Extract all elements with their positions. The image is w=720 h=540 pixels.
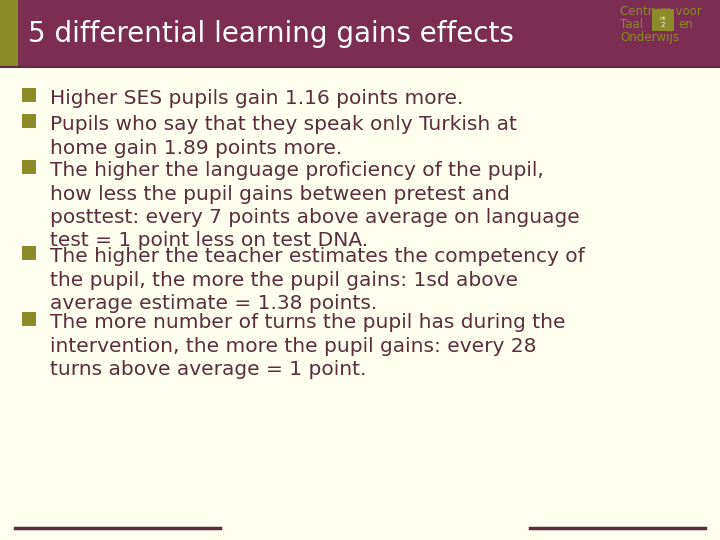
- Text: Onderwijs: Onderwijs: [620, 31, 679, 44]
- Text: The higher the teacher estimates the competency of
the pupil, the more the pupil: The higher the teacher estimates the com…: [50, 247, 585, 313]
- FancyBboxPatch shape: [22, 246, 36, 260]
- Text: The higher the language proficiency of the pupil,
how less the pupil gains betwe: The higher the language proficiency of t…: [50, 161, 580, 251]
- FancyBboxPatch shape: [0, 0, 18, 67]
- FancyBboxPatch shape: [652, 9, 674, 31]
- Text: 5 differential learning gains effects: 5 differential learning gains effects: [28, 19, 514, 48]
- Text: Pupils who say that they speak only Turkish at
home gain 1.89 points more.: Pupils who say that they speak only Turk…: [50, 115, 517, 158]
- Text: 2: 2: [661, 22, 665, 28]
- FancyBboxPatch shape: [0, 0, 720, 67]
- Text: nt: nt: [660, 17, 666, 22]
- Text: Taal: Taal: [620, 18, 643, 31]
- FancyBboxPatch shape: [22, 88, 36, 102]
- FancyBboxPatch shape: [22, 114, 36, 128]
- Text: Centrum voor: Centrum voor: [620, 5, 702, 18]
- FancyBboxPatch shape: [22, 312, 36, 326]
- FancyBboxPatch shape: [22, 160, 36, 174]
- Text: Higher SES pupils gain 1.16 points more.: Higher SES pupils gain 1.16 points more.: [50, 89, 464, 108]
- Text: The more number of turns the pupil has during the
intervention, the more the pup: The more number of turns the pupil has d…: [50, 313, 565, 379]
- Text: en: en: [678, 18, 693, 31]
